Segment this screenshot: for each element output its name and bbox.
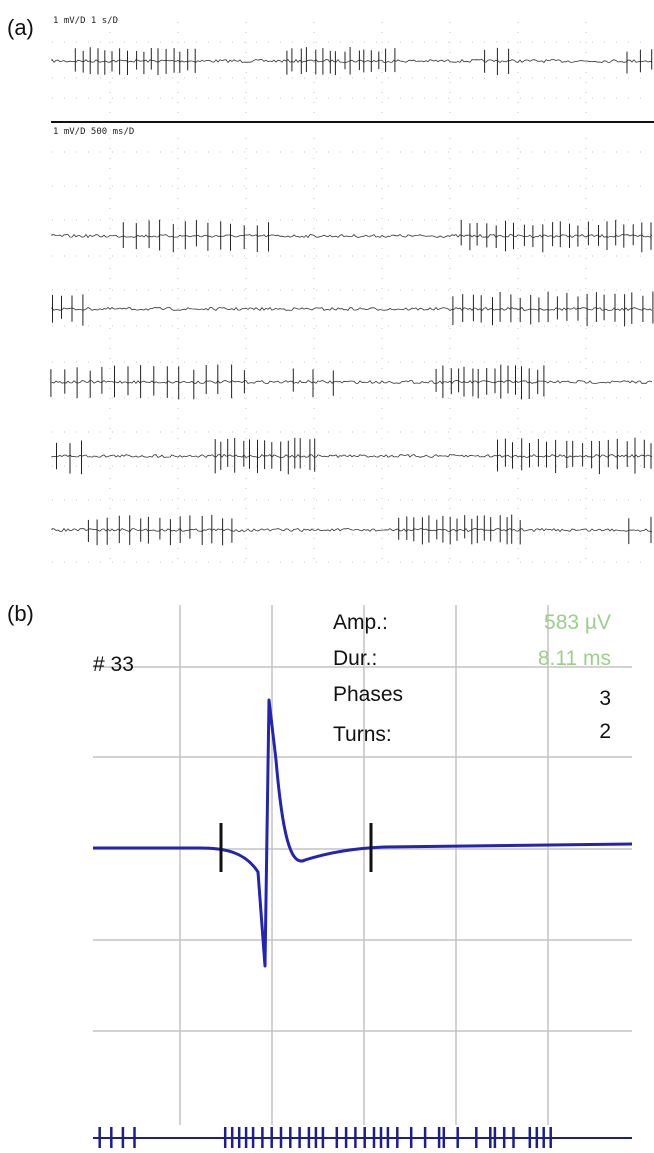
turns-value: 2 [599, 720, 611, 743]
panel-a-traces [50, 47, 654, 546]
phases-label: Phases [333, 683, 403, 706]
emg-trace [51, 306, 653, 312]
dur-label: Dur.: [333, 647, 377, 670]
emg-trace [51, 233, 653, 239]
panel-a-grid [52, 22, 650, 565]
panel-a-label: (a) [7, 15, 34, 40]
amp-value: 583 µV [544, 611, 611, 634]
dur-value: 8.11 ms [538, 647, 611, 670]
panel-b-label: (b) [7, 601, 34, 626]
phases-value: 3 [599, 687, 611, 710]
panel-a-emg-traces: (a) 1 mV/D 1 s/D 1 mV/D 500 ms/D [7, 15, 654, 565]
emg-trace [51, 379, 653, 385]
emg-trace [51, 527, 653, 533]
bottom-scale-label: 1 mV/D 500 ms/D [53, 127, 134, 137]
unit-number-label: # 33 [93, 653, 134, 676]
emg-trace [51, 453, 653, 458]
panel-b-motor-unit: (b) # 33 Amp.: 583 µV Dur.: 8.11 ms Phas… [7, 601, 633, 1148]
amp-label: Amp.: [333, 611, 388, 634]
panel-b-grid [93, 605, 632, 1125]
emg-trace [51, 58, 653, 64]
top-scale-label: 1 mV/D 1 s/D [53, 16, 118, 26]
motor-unit-waveform [93, 698, 633, 968]
waveform-trace [93, 698, 633, 968]
turns-label: Turns: [333, 723, 392, 746]
firing-pattern-raster [93, 1127, 632, 1148]
